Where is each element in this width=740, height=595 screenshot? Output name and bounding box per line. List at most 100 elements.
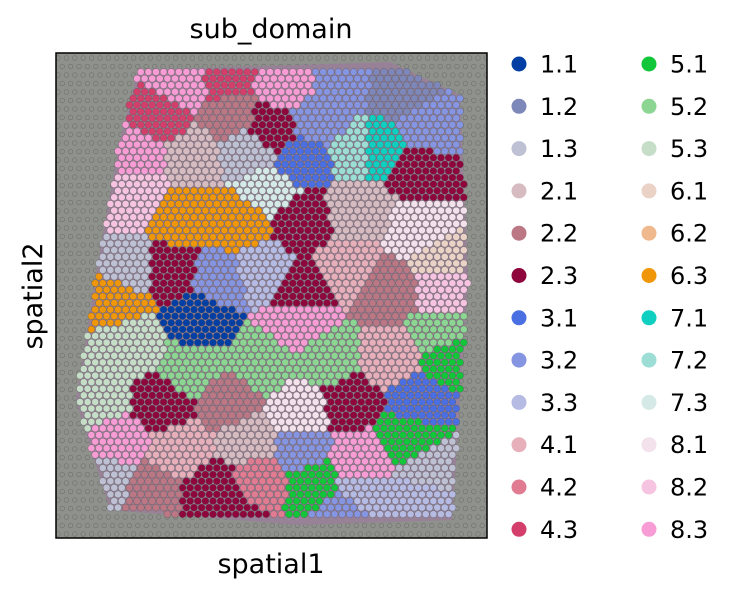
spot-5-3 (133, 352, 141, 360)
grid-spot (315, 531, 322, 537)
spot-8-2 (418, 305, 426, 314)
spot-1-3 (243, 160, 251, 169)
spot-3-1 (285, 154, 293, 162)
spot-3-2 (414, 127, 422, 136)
grid-spot (56, 463, 61, 469)
spot-2-3 (159, 266, 168, 274)
grid-spot (408, 531, 414, 537)
spot-3-2 (319, 81, 327, 89)
spot-8-3 (144, 147, 153, 155)
spot-5-2 (254, 338, 263, 347)
spot-2-3 (311, 213, 320, 221)
spot-6-3 (175, 200, 183, 208)
spot-7-3 (281, 187, 289, 195)
spot-2-3 (308, 299, 316, 307)
grid-spot (97, 497, 103, 503)
spot-4-1 (380, 332, 388, 340)
spot-4-3 (213, 81, 221, 89)
spot-3-3 (258, 292, 267, 301)
spot-5-3 (83, 358, 92, 367)
spot-1-2 (387, 107, 396, 116)
grid-spot (84, 165, 90, 172)
grid-spot (97, 72, 103, 78)
spot-5-2 (285, 352, 293, 360)
spot-4-3 (213, 68, 221, 76)
spot-2-3 (444, 180, 453, 188)
grid-spot (76, 318, 82, 325)
spot-6-3 (144, 292, 153, 301)
grid-spot (67, 114, 74, 121)
spot-1-3 (110, 272, 118, 281)
spot-2-3 (186, 246, 194, 254)
spot-2-3 (152, 239, 160, 248)
spot-8-1 (414, 220, 422, 228)
spot-2-2 (384, 286, 392, 294)
spot-2-3 (384, 180, 392, 188)
spot-5-2 (270, 352, 278, 360)
spot-8-1 (403, 239, 411, 248)
spot-4-1 (368, 246, 377, 254)
spot-4-1 (403, 345, 411, 353)
spot-4-1 (368, 259, 377, 268)
spot-6-3 (243, 226, 251, 235)
grid-spot (59, 131, 65, 138)
spot-3-2 (308, 127, 316, 136)
spot-6-3 (194, 206, 202, 215)
spot-6-3 (118, 299, 126, 307)
spot-8-2 (156, 193, 164, 202)
grid-spot (135, 63, 141, 70)
grid-spot (56, 514, 61, 520)
spot-2-1 (372, 187, 381, 195)
spot-2-3 (285, 114, 293, 122)
spot-2-3 (406, 193, 415, 202)
spot-7-2 (346, 140, 354, 149)
grid-spot (454, 80, 460, 87)
spot-8-3 (156, 74, 164, 83)
spot-1-1 (220, 319, 229, 327)
spot-7-1 (376, 154, 384, 162)
grid-spot (198, 55, 204, 61)
spot-1-1 (175, 332, 183, 340)
grid-spot (93, 522, 99, 529)
grid-spot (84, 114, 90, 121)
spot-2-1 (182, 173, 191, 182)
grid-spot (462, 522, 469, 529)
spot-1-1 (178, 299, 187, 307)
spot-4-3 (224, 74, 232, 83)
spot-8-1 (418, 226, 426, 235)
spot-4-3 (137, 94, 145, 103)
spot-2-3 (296, 239, 305, 248)
spot-2-3 (289, 279, 297, 287)
grid-spot (467, 531, 473, 537)
spot-1-3 (144, 239, 153, 248)
spot-2-1 (342, 200, 350, 208)
spot-2-3 (311, 266, 320, 274)
grid-spot (93, 80, 99, 87)
grid-spot (72, 259, 78, 265)
spot-8-2 (159, 187, 168, 195)
spot-8-1 (418, 239, 426, 248)
spot-2-3 (448, 160, 457, 169)
grid-spot (105, 157, 111, 163)
spot-3-3 (262, 286, 270, 294)
spot-3-2 (414, 140, 422, 149)
grid-spot (425, 55, 431, 61)
spot-2-2 (361, 286, 369, 294)
spot-5-1 (448, 345, 457, 353)
spot-3-2 (338, 74, 346, 83)
spot-4-1 (365, 332, 373, 340)
spot-8-2 (422, 272, 430, 281)
spot-2-2 (228, 107, 236, 116)
grid-spot (97, 106, 103, 112)
spot-3-1 (281, 160, 289, 169)
spot-3-1 (273, 160, 282, 169)
spot-8-1 (395, 213, 403, 221)
spot-8-3 (289, 94, 297, 103)
grid-spot (72, 293, 78, 299)
spot-4-1 (338, 299, 346, 307)
spot-2-2 (247, 101, 255, 109)
spot-8-1 (399, 233, 407, 241)
spot-5-3 (110, 338, 118, 347)
spot-3-2 (448, 134, 457, 142)
spot-8-2 (114, 173, 122, 182)
